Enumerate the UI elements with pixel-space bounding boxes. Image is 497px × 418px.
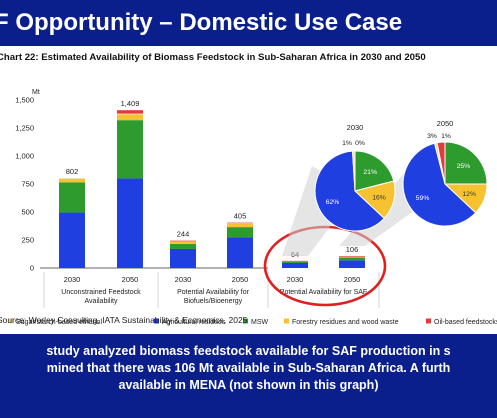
pie-title: 2050 xyxy=(437,119,454,128)
bar-segment xyxy=(227,223,253,224)
bar-segment xyxy=(117,120,143,179)
bar-segment xyxy=(227,227,253,238)
x-tick-label: 2030 xyxy=(64,275,81,284)
legend-swatch xyxy=(284,318,289,324)
group-label: Unconstrained Feedstock xyxy=(61,289,141,296)
bar-total-label: 405 xyxy=(234,212,247,221)
bar-segment xyxy=(170,243,196,249)
pie-slice-label: 25% xyxy=(457,163,471,170)
summary-line-2: mined that there was 106 Mt available in… xyxy=(46,361,451,375)
pie-slice xyxy=(444,141,488,185)
pie-slice-label: 21% xyxy=(363,169,377,176)
pie-slice xyxy=(314,150,385,232)
pie-slice xyxy=(351,150,356,192)
bar-segment xyxy=(227,237,253,268)
chart-panel: Chart 22: Estimated Availability of Biom… xyxy=(0,46,497,334)
pie-slice-label: 0% xyxy=(355,140,365,147)
bar-segment xyxy=(227,222,253,224)
bar-segment xyxy=(117,113,143,115)
bar-segment xyxy=(282,262,308,268)
pie-slice-label: 3% xyxy=(427,133,437,140)
bar-segment xyxy=(339,256,365,258)
x-tick-label: 2050 xyxy=(122,275,139,284)
bar-segment xyxy=(59,182,85,213)
legend-label: Oil-based feedstocks xyxy=(434,319,497,326)
bar-segment xyxy=(227,223,253,228)
x-tick-label: 2030 xyxy=(175,275,192,284)
bar-segment xyxy=(282,261,308,263)
legend-swatch xyxy=(154,318,159,324)
summary-text: study analyzed biomass feedstock availab… xyxy=(0,343,497,394)
y-tick-label: 500 xyxy=(21,208,34,217)
pie-slice-label: 12% xyxy=(462,191,476,198)
bar-total-label: 106 xyxy=(346,245,359,254)
bar-segment xyxy=(339,257,365,261)
summary-line-3: available in MENA (not shown in this gra… xyxy=(118,378,379,392)
summary-line-1: study analyzed biomass feedstock availab… xyxy=(46,344,451,358)
legend-label: MSW xyxy=(251,319,269,326)
legend-swatch xyxy=(243,318,248,324)
bar-segment xyxy=(170,248,196,268)
bar-segment xyxy=(117,110,143,114)
x-tick-label: 2030 xyxy=(287,275,304,284)
y-tick-label: 250 xyxy=(21,236,34,245)
bar-total-label: 802 xyxy=(66,167,79,176)
legend-swatch xyxy=(8,318,13,324)
pie-title: 2030 xyxy=(347,123,364,132)
y-tick-label: 1,000 xyxy=(15,152,34,161)
legend-label: Sugar/starch-based ethanol xyxy=(16,319,102,326)
bar-segment xyxy=(339,260,365,268)
x-tick-label: 2050 xyxy=(344,275,361,284)
group-label: Potential Availability for SAF xyxy=(280,289,367,296)
bar-segment xyxy=(339,256,365,257)
source-note: Source: Worley Consulting, IATA Sustaina… xyxy=(0,315,248,325)
bar-segment xyxy=(117,178,143,268)
pie-slice xyxy=(354,150,395,192)
bar-segment xyxy=(170,241,196,244)
bar-segment xyxy=(59,178,85,179)
y-tick-label: 1,500 xyxy=(15,96,34,105)
group-label: Biofuels/Bioenergy xyxy=(184,298,243,305)
bar-total-label: 1,409 xyxy=(121,99,140,108)
legend-label: Forestry residues and wood waste xyxy=(292,319,399,326)
y-tick-label: 750 xyxy=(21,180,34,189)
unit-label: Mt xyxy=(32,89,40,96)
group-label: Potential Availability for xyxy=(177,289,250,296)
x-tick-label: 2050 xyxy=(232,275,249,284)
y-tick-label: 1,250 xyxy=(15,124,34,133)
bar-segment xyxy=(170,240,196,242)
pie-slice-label: 59% xyxy=(416,195,430,202)
pie-slice-label: 16% xyxy=(372,195,386,202)
group-label: Availability xyxy=(85,298,118,305)
slide-title: F Opportunity – Domestic Use Case xyxy=(0,9,403,36)
bar-segment xyxy=(59,178,85,183)
pie-slice-label: 1% xyxy=(342,140,352,147)
pie-slice xyxy=(402,142,477,227)
bar-segment xyxy=(117,114,143,121)
legend-swatch xyxy=(426,318,431,324)
pie-slice-label: 1% xyxy=(441,133,451,140)
chart-canvas: Mt1,500 1,250 1,000 750 500 250 0 802 2030 1,409 2… xyxy=(8,89,497,326)
chart-title: Chart 22: Estimated Availability of Biom… xyxy=(0,52,426,63)
bar-segment xyxy=(59,212,85,268)
legend-label: Agricultural residues xyxy=(162,319,226,326)
pie-slice-label: 62% xyxy=(326,199,340,206)
pie-slice xyxy=(436,141,446,185)
y-tick-label: 0 xyxy=(30,264,34,273)
bar-segment xyxy=(282,260,308,262)
bar-total-label: 244 xyxy=(177,230,190,239)
